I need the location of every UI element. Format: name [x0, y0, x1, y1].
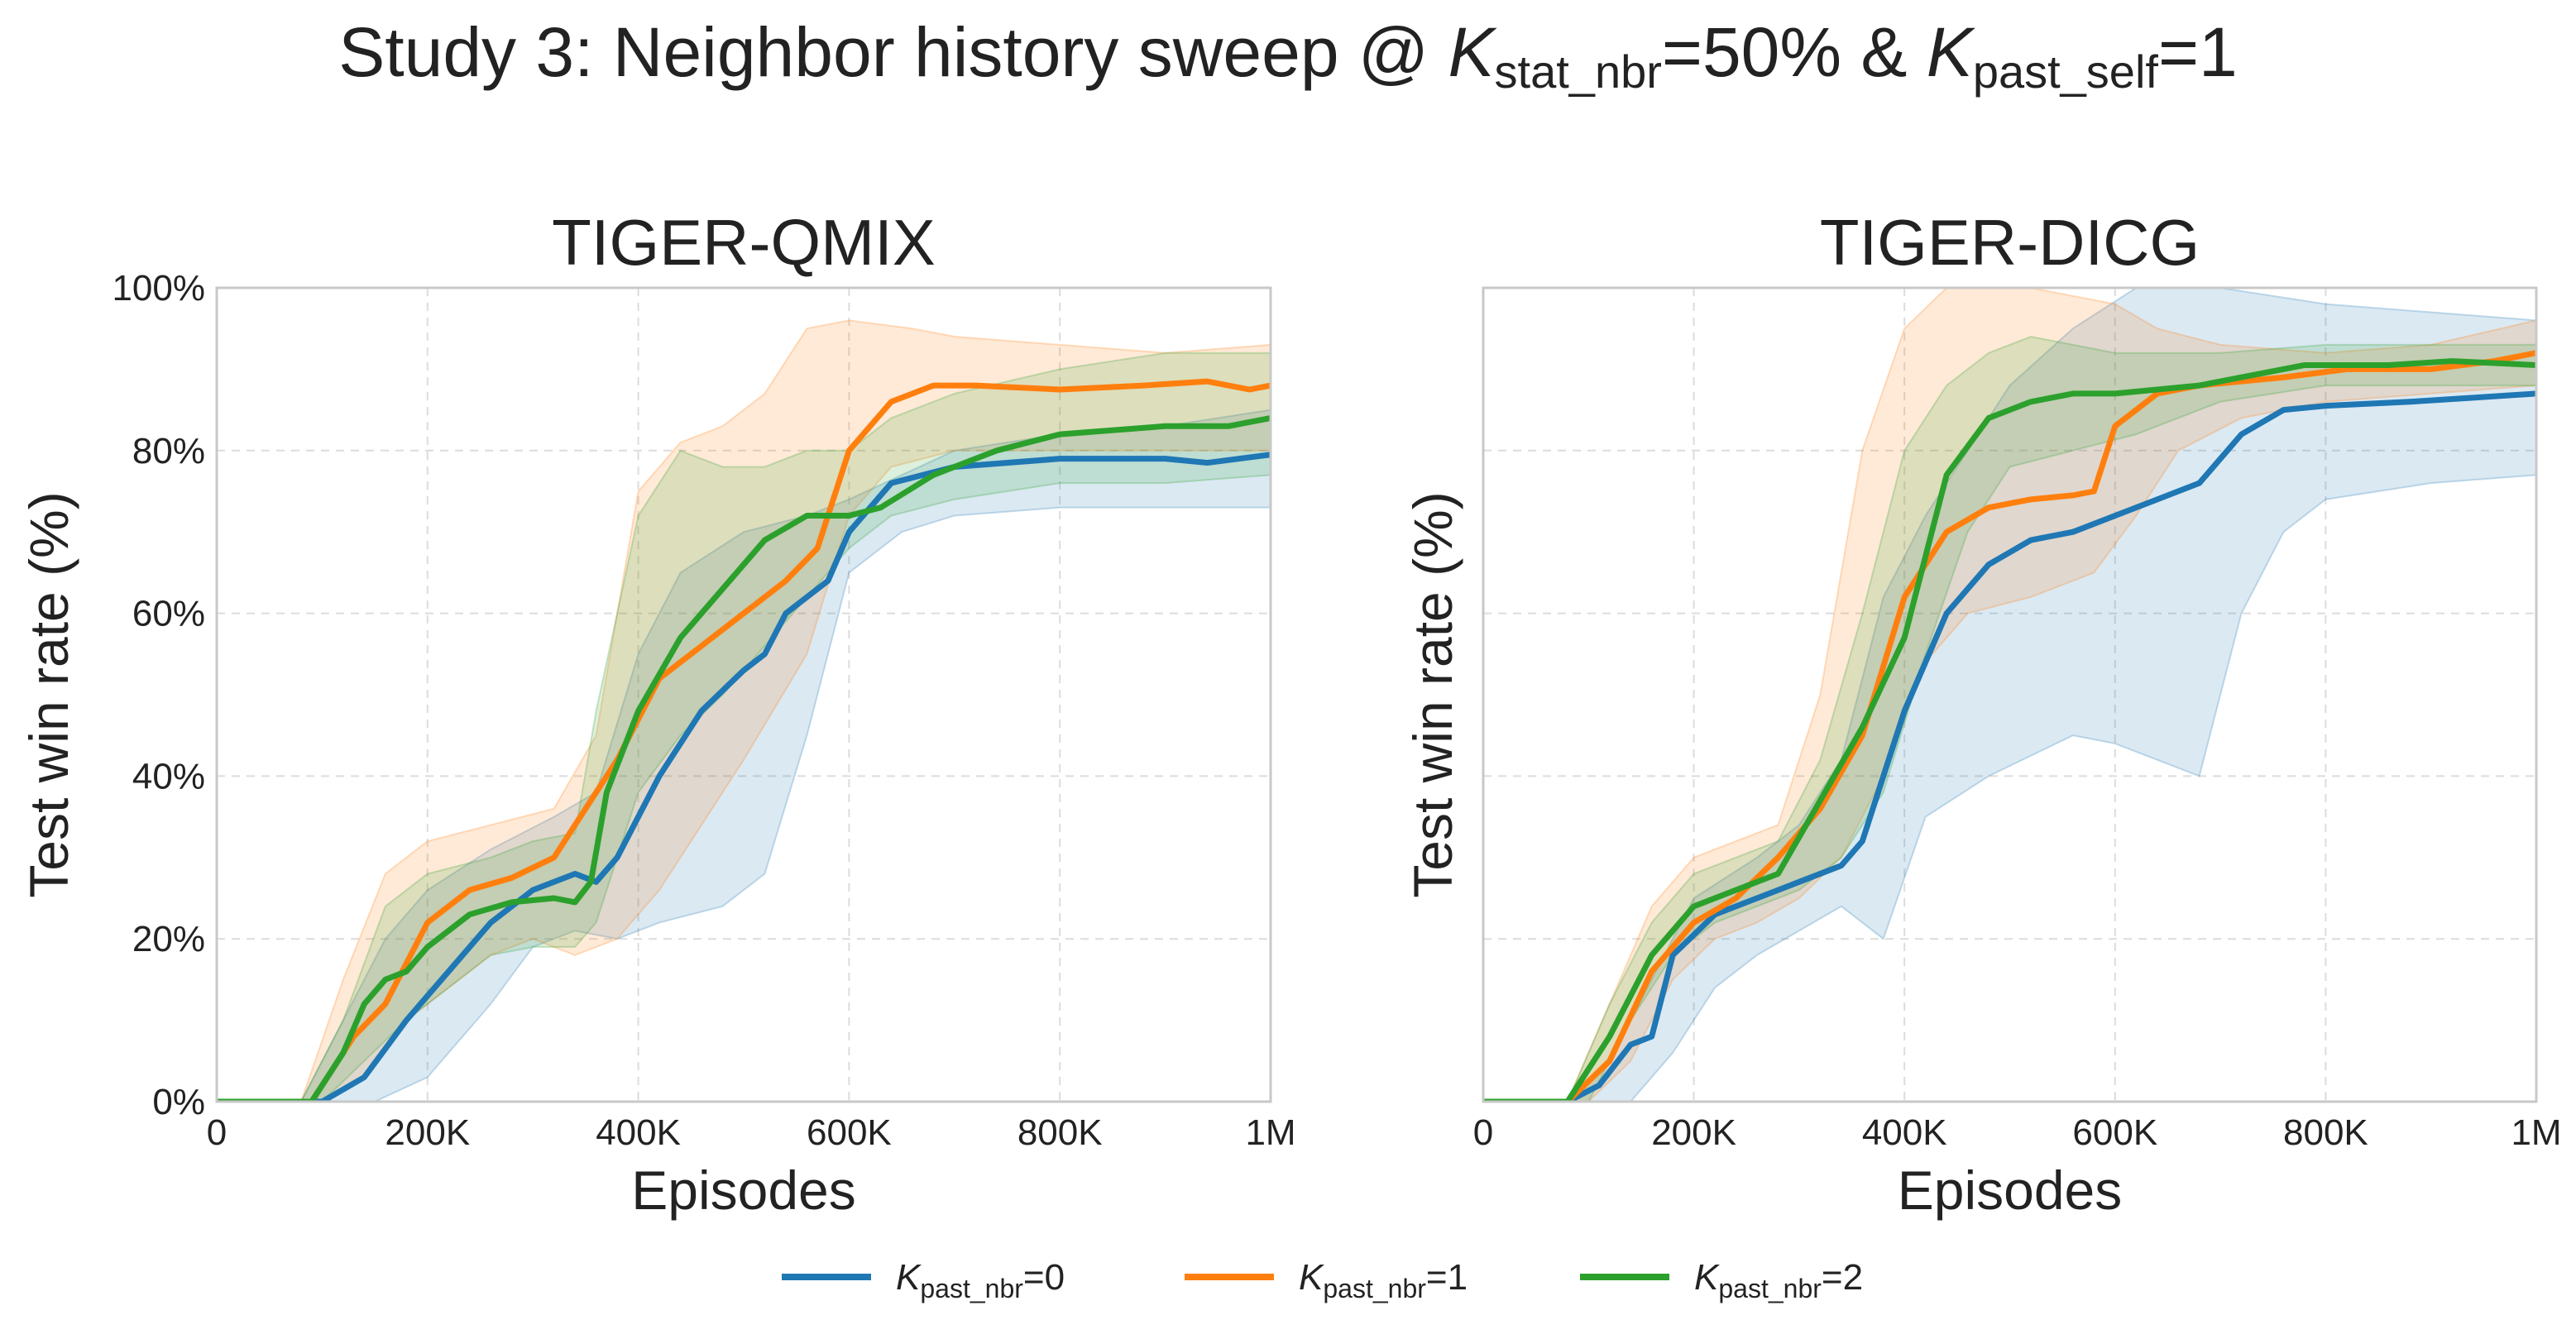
plot-area: [217, 288, 1271, 1102]
legend-val: =2: [1822, 1257, 1863, 1298]
legend-item-1: Kpast_nbr=1: [1185, 1257, 1468, 1303]
chart-panels: 0 200K 400K 600K 800K 1M 0% 20% 40% 60% 80% 100% Epi…: [18, 206, 2562, 1221]
line-series-2: [1483, 358, 2536, 1102]
plot-frame: [215, 286, 1272, 1103]
y-axis-label: Test win rate (%): [18, 491, 79, 897]
legend-var: K: [1694, 1257, 1720, 1298]
band-series-0: [217, 409, 1271, 1102]
x-tick-label: 1M: [1245, 1112, 1295, 1153]
y-tick-label: 80%: [132, 431, 205, 471]
line-series-1: [217, 378, 1271, 1102]
confidence-bands: [1483, 288, 2536, 1102]
x-tick-labels: 0 200K 400K 600K 800K 1M: [1473, 1112, 2562, 1153]
x-tick-labels: 0 200K 400K 600K 800K 1M: [207, 1112, 1296, 1153]
x-tick-label: 200K: [1651, 1112, 1736, 1153]
x-tick-label: 200K: [385, 1112, 470, 1153]
legend-label: Kpast_nbr=0: [896, 1257, 1065, 1303]
y-tick-label: 60%: [132, 594, 205, 634]
legend-item-0: Kpast_nbr=0: [782, 1257, 1065, 1303]
x-tick-label: 400K: [596, 1112, 681, 1153]
series-lines: [1483, 350, 2536, 1102]
y-tick-label: 20%: [132, 919, 205, 959]
legend-sub: past_nbr: [1323, 1274, 1426, 1303]
legend-item-2: Kpast_nbr=2: [1580, 1257, 1863, 1303]
legend-sub: past_nbr: [1718, 1274, 1822, 1303]
figure-title-prefix: Study 3: Neighbor history sweep @: [338, 13, 1448, 91]
line-series-2: [217, 414, 1271, 1102]
y-tick-labels: 0% 20% 40% 60% 80% 100%: [112, 268, 205, 1122]
line-series-1: [1483, 350, 2536, 1102]
line-series-0: [1483, 390, 2536, 1102]
legend-var: K: [1299, 1257, 1324, 1298]
band-series-2: [217, 351, 1271, 1102]
panel-title: TIGER-DICG: [1820, 206, 2200, 279]
legend-val: =1: [1426, 1257, 1468, 1298]
chart-panel-1: 0 200K 400K 600K 800K 1M 0% 20% 40% 60% 80% 100% Epi…: [18, 206, 1296, 1221]
y-tick-label: 40%: [132, 756, 205, 796]
legend-sub: past_nbr: [920, 1274, 1023, 1303]
x-tick-label: 800K: [1017, 1112, 1103, 1153]
plot-frame: [1482, 286, 2538, 1103]
figure-title-k1-val: =50% &: [1662, 13, 1927, 91]
x-tick-label: 1M: [2511, 1112, 2561, 1153]
figure-title-k1-sub: stat_nbr: [1495, 45, 1662, 98]
figure-title: Study 3: Neighbor history sweep @ Kstat_…: [338, 13, 2237, 98]
legend: Kpast_nbr=0 Kpast_nbr=1 Kpast_nbr=2: [782, 1257, 1863, 1303]
line-series-0: [217, 452, 1271, 1102]
figure-title-k1-var: K: [1448, 13, 1498, 91]
y-axis-label: Test win rate (%): [1402, 491, 1463, 897]
figure-title-k2-var: K: [1927, 13, 1976, 91]
band-series-0: [1483, 288, 2536, 1102]
legend-label: Kpast_nbr=2: [1694, 1257, 1863, 1303]
legend-val: =0: [1023, 1257, 1065, 1298]
panel-title: TIGER-QMIX: [552, 206, 936, 279]
y-tick-label: 0%: [152, 1082, 205, 1122]
legend-var: K: [896, 1257, 922, 1298]
x-tick-label: 400K: [1862, 1112, 1947, 1153]
x-axis-label: Episodes: [631, 1160, 856, 1221]
legend-label: Kpast_nbr=1: [1299, 1257, 1468, 1303]
band-series-2: [1483, 336, 2536, 1102]
y-tick-label: 100%: [112, 268, 205, 308]
x-tick-label: 600K: [807, 1112, 892, 1153]
x-tick-label: 0: [207, 1112, 227, 1153]
x-tick-label: 600K: [2072, 1112, 2157, 1153]
band-series-1: [1483, 288, 2536, 1102]
figure-title-k2-val: =1: [2158, 13, 2238, 91]
series-lines: [217, 378, 1271, 1102]
confidence-bands: [217, 319, 1271, 1102]
chart-panel-2: 0 200K 400K 600K 800K 1M Episodes Test win rate…: [1402, 206, 2562, 1221]
x-axis-label: Episodes: [1898, 1160, 2123, 1221]
band-series-1: [217, 319, 1271, 1102]
x-tick-label: 800K: [2283, 1112, 2368, 1153]
figure-title-k2-sub: past_self: [1973, 45, 2159, 98]
x-tick-label: 0: [1473, 1112, 1493, 1153]
